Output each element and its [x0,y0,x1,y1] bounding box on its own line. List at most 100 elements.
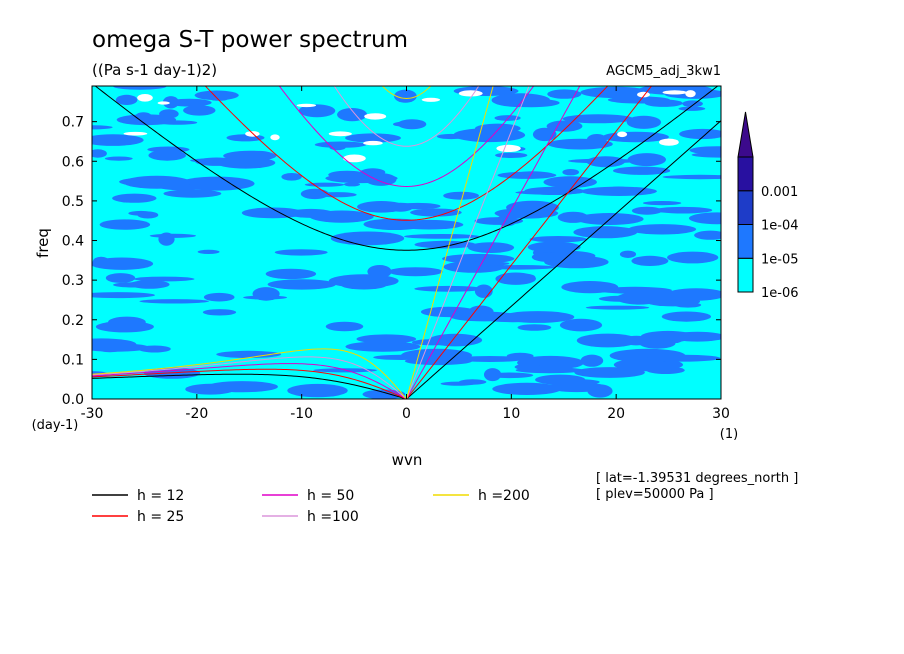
y-tick-label: 0.2 [62,313,84,329]
heatmap-patch [665,288,721,301]
heatmap-patch [115,94,138,105]
heatmap-patch [267,279,336,290]
heatmap-low-patch [421,97,441,102]
heatmap-patch [328,170,366,179]
heatmap-patch [682,100,703,107]
spectrum-heatmap [92,86,721,399]
kelvin-curve-h200 [406,86,494,399]
heatmap-patch [206,91,232,101]
heatmap-patch [631,206,662,215]
gravity-curve-h100 [333,86,480,147]
heatmap-patch [689,146,721,155]
curve-legend: h = 12 h = 25 h = 50 h =100 h =200 [92,488,530,525]
rossby-curve-h25 [92,368,407,399]
pressure-level-annotation: [ plev=50000 Pa ] [596,487,714,502]
colorbar-over-arrow [737,111,754,158]
heatmap-patch [568,158,639,164]
heatmap-patch [410,208,462,217]
heatmap-patch [543,176,597,188]
heatmap-patch [197,249,220,254]
heatmap-patch [529,236,587,243]
heatmap-patch [580,86,652,98]
legend-label: h = 50 [307,488,354,504]
heatmap-patch [585,305,650,310]
heatmap-patch [387,202,414,212]
colorbar-label: 1e-04 [761,219,799,234]
x-tick-label: 20 [607,406,625,422]
heatmap-patch [653,206,713,214]
heatmap-low-patch [637,91,650,98]
heatmap-low-patch [123,131,148,136]
heatmap-patch [667,251,719,264]
colorbar-segment [737,190,754,225]
heatmap-patch [99,219,151,230]
rossby-curve-h100 [92,356,407,399]
colorbar-segment [737,257,754,293]
rossby-curve-h200 [92,348,407,399]
heatmap-patch [561,281,619,294]
heatmap-patch [304,182,345,187]
colorbar-segment [737,156,754,192]
heatmap-patch [356,334,417,344]
y-axis-label: freq [34,228,52,258]
heatmap-patch [134,112,153,123]
heatmap-patch [474,284,493,298]
heatmap-patch [467,242,515,254]
heatmap-patch [345,133,401,143]
kelvin-curve-h25 [406,86,653,399]
heatmap-patch [443,191,479,200]
heatmap-low-patch [617,131,628,138]
heatmap-patch [183,105,216,116]
y-tick-label: 0.7 [62,115,84,131]
heatmap-patch [133,276,195,282]
heatmap-low-patch [364,113,387,120]
heatmap-patch [484,368,502,382]
legend-label: h = 25 [137,509,184,525]
heatmap-patch [535,374,586,385]
heatmap-patch [527,241,581,253]
heatmap-patch [113,86,167,90]
x-tick-label: -20 [185,406,208,422]
heatmap-patch [544,255,609,269]
heatmap-patch [393,121,413,127]
heatmap-patch [113,282,156,288]
heatmap-patch [363,218,426,230]
x-tick-label: 30 [712,406,730,422]
heatmap-patch [216,350,282,358]
heatmap-patch [411,339,454,346]
heatmap-patch [206,381,278,393]
colorbar-label: 1e-06 [761,286,799,301]
heatmap-low-patch [343,154,366,163]
heatmap-patch [281,173,302,181]
heatmap-patch [454,356,526,362]
heatmap-patch [203,292,235,302]
heatmap-patch [468,305,494,319]
heatmap-low-patch [157,101,170,105]
heatmap-patch [511,171,554,179]
heatmap-patch [474,217,524,225]
heatmap-patch [491,93,550,108]
heatmap-patch [316,192,357,198]
heatmap-patch [92,149,107,158]
x-axis-unit: (1) [720,427,738,442]
heatmap-patch [506,352,534,360]
heatmap-low-patch [496,144,521,152]
heatmap-low-patch [137,94,153,102]
heatmap-patch [661,311,712,322]
gravity-curve-h12 [94,86,719,251]
heatmap-patch [108,316,146,328]
heatmap-patch [548,138,613,150]
x-tick-label: 10 [502,406,520,422]
gravity-curve-h50 [278,86,535,187]
heatmap-patch [636,256,662,266]
heatmap-patch [626,115,662,129]
heatmap-patch [104,156,133,161]
heatmap-patch [343,182,361,187]
y-tick-label: 0.0 [62,392,84,408]
heatmap-patch [573,226,638,239]
heatmap-patch [580,354,604,367]
heatmap-patch [679,128,721,140]
heatmap-patch [642,201,682,206]
heatmap-patch [226,134,265,142]
heatmap-patch [149,233,197,238]
